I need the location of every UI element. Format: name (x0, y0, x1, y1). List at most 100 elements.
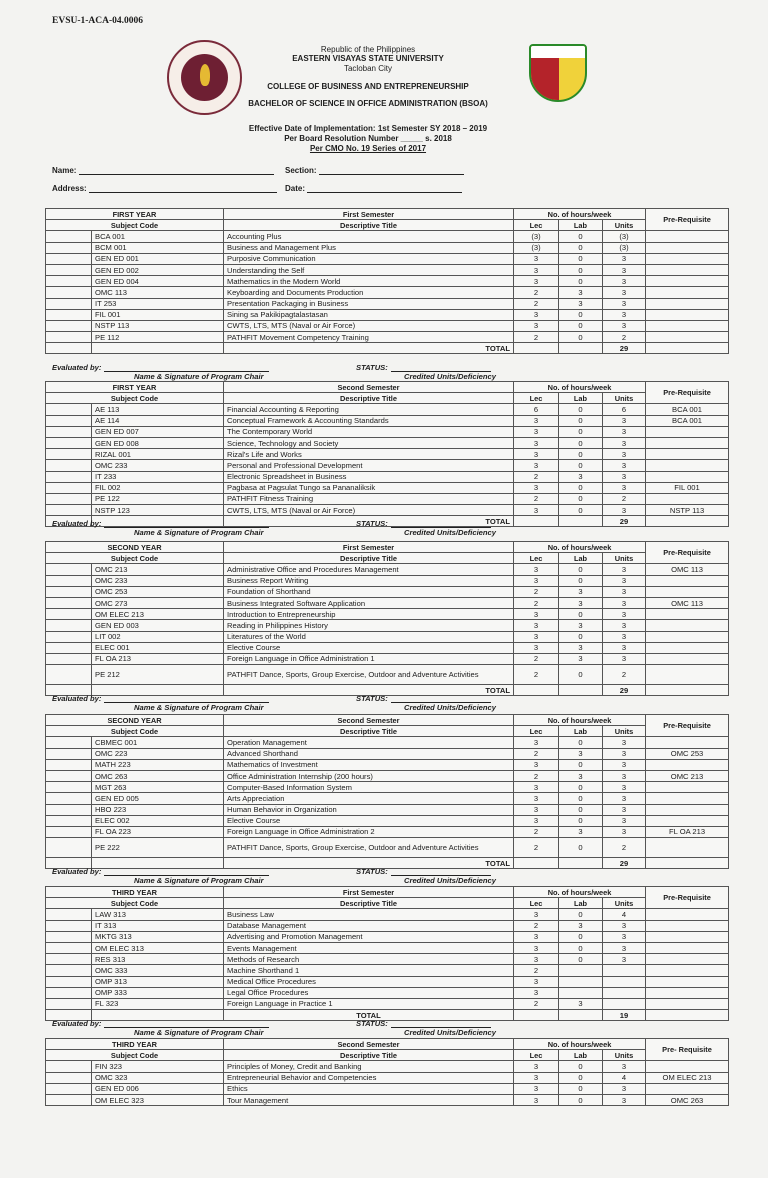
total-lab (558, 857, 604, 870)
row-spacer (45, 769, 92, 783)
lec-hours: 3 (513, 781, 560, 794)
status-field[interactable]: STATUS: (356, 1019, 491, 1028)
lec-hours: 2 (513, 769, 560, 783)
prerequisite: FL OA 213 (645, 825, 730, 839)
total-prereq (645, 857, 730, 870)
table-subheader-row: Subject Code Descriptive Title Lec Lab Units (45, 219, 729, 232)
subject-code: OM ELEC 313 (90, 941, 225, 955)
row-spacer (45, 747, 92, 760)
row-spacer (45, 319, 92, 333)
row-spacer (45, 908, 92, 921)
prerequisite (645, 908, 730, 921)
evaluator-signature-line[interactable] (104, 364, 270, 372)
date-field[interactable]: Date: (285, 184, 463, 193)
prerequisite (645, 1060, 730, 1073)
evaluator-signature-line[interactable] (104, 1020, 270, 1028)
prerequisite-header: Pre-Requisite (645, 885, 730, 910)
curriculum-table: THIRD YEAR Second Semester No. of hours/we… (44, 1037, 730, 1107)
subject-code: OMP 313 (90, 975, 225, 988)
lec-hours: 6 (513, 403, 559, 416)
subject-code: IT 253 (91, 297, 224, 310)
status-field[interactable]: STATUS: (356, 867, 491, 876)
descriptive-title: Events Management (223, 941, 515, 955)
lab-hours: 3 (558, 825, 604, 839)
row-spacer (45, 297, 92, 310)
lab-hours: 0 (558, 459, 603, 472)
status-field[interactable]: STATUS: (356, 519, 491, 528)
lab-hours: 0 (558, 331, 603, 344)
status-line[interactable] (390, 364, 491, 372)
subject-code: AE 114 (91, 414, 224, 427)
units: 3 (601, 470, 647, 483)
address-field[interactable]: Address: (52, 184, 277, 193)
descriptive-title: Sining sa Pakikipagtalastasan (223, 308, 514, 321)
college-shield-logo (529, 44, 587, 102)
status-field[interactable]: STATUS: (356, 363, 491, 372)
table-row: OM ELEC 213 Introduction to Entrepreneurs… (45, 608, 730, 621)
descriptive-title: CWTS, LTS, MTS (Naval or Air Force) (223, 504, 514, 517)
section-field[interactable]: Section: (285, 166, 464, 175)
descriptive-title: Principles of Money, Credit and Banking (223, 1060, 515, 1073)
prerequisite (645, 574, 730, 587)
subject-code: RIZAL 001 (91, 448, 224, 461)
status-line[interactable] (390, 868, 491, 876)
units: 3 (601, 319, 647, 333)
prerequisite (645, 619, 730, 632)
evaluated-by-label: Evaluated by: (52, 694, 102, 703)
evaluator-signature-line[interactable] (104, 868, 270, 876)
row-spacer (45, 953, 92, 966)
lec-hours: 3 (513, 252, 559, 265)
units: 3 (602, 574, 647, 587)
lab-header: Lab (558, 725, 604, 738)
lec-hours: 3 (513, 1071, 560, 1084)
board-resolution: Per Board Resolution Number _____ s. 201… (284, 134, 452, 143)
lab-header: Lab (558, 392, 603, 405)
table-row: RIZAL 001 Rizal's Life and Works 3 0 3 (45, 448, 730, 461)
hours-per-week-header: No. of hours/week (513, 713, 647, 727)
year-level: THIRD YEAR (44, 1037, 225, 1051)
status-line[interactable] (390, 695, 491, 703)
descriptive-title: Science, Technology and Society (223, 436, 514, 450)
units: (3) (601, 241, 647, 254)
row-spacer (45, 481, 92, 494)
table-row: OM ELEC 313 Events Management 3 0 3 (45, 941, 730, 955)
row-spacer (45, 941, 92, 955)
row-spacer (45, 1071, 92, 1084)
status-field[interactable]: STATUS: (356, 694, 491, 703)
name-field[interactable]: Name: (52, 166, 274, 175)
units: 3 (601, 308, 647, 321)
lec-hours: 3 (513, 459, 559, 472)
prerequisite (645, 930, 730, 943)
table-row: OMC 233 Business Report Writing 3 0 3 (45, 574, 730, 587)
status-line[interactable] (390, 1020, 491, 1028)
table-row: BCA 001 Accounting Plus (3) 0 (3) (45, 230, 730, 243)
lec-hours: 3 (513, 574, 560, 587)
units-header: Units (602, 897, 647, 910)
units: 3 (602, 747, 647, 760)
table-row: OMC 273 Business Integrated Software Appl… (45, 596, 730, 610)
prerequisite (645, 736, 730, 749)
subject-code: NSTP 123 (91, 504, 224, 517)
total-prereq (645, 1009, 730, 1022)
status-line[interactable] (390, 520, 491, 528)
descriptive-title: Introduction to Entrepreneurship (223, 608, 515, 621)
lab-hours: 0 (558, 608, 604, 621)
table-subheader-row: Subject Code Descriptive Title Lec Lab Units (44, 1049, 729, 1062)
prerequisite: NSTP 113 (645, 504, 730, 517)
lab-hours (558, 986, 604, 999)
signature-caption: Name & Signature of Program Chair (134, 528, 264, 537)
table-row: LIT 002 Literatures of the World 3 0 3 (45, 630, 730, 643)
descriptive-title: Elective Course (223, 814, 515, 827)
evaluator-signature-line[interactable] (104, 695, 270, 703)
descriptive-title: Literatures of the World (223, 630, 515, 643)
prerequisite (645, 448, 730, 461)
units (602, 975, 647, 988)
prerequisite: BCA 001 (645, 403, 730, 416)
evaluator-signature-line[interactable] (104, 520, 270, 528)
total-row: TOTAL 19 (45, 1009, 730, 1022)
lab-hours: 0 (558, 481, 603, 494)
units: 3 (602, 641, 647, 654)
units: 3 (602, 1093, 647, 1107)
descriptive-title: Business and Management Plus (223, 241, 514, 254)
subject-code: GEN ED 003 (90, 619, 225, 632)
